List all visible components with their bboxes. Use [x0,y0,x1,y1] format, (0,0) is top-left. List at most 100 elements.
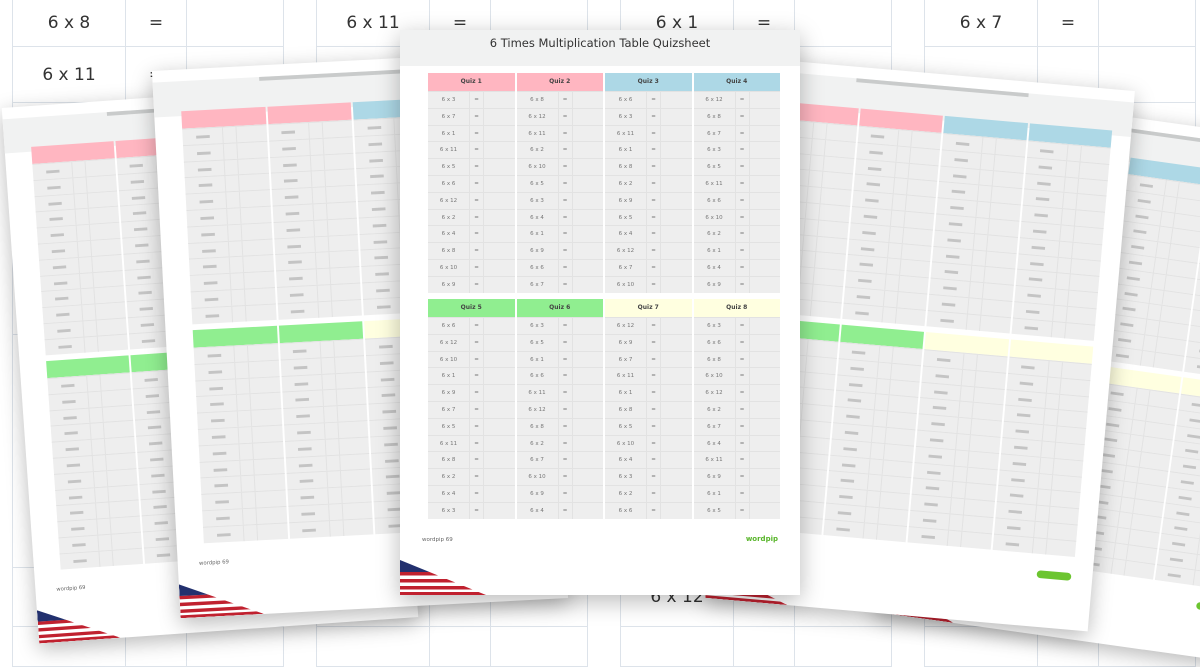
us-flag-icon [37,605,121,644]
equals-placeholder [1055,273,1070,289]
expression-placeholder [184,160,225,177]
equals-placeholder [243,508,257,524]
equals-placeholder [312,187,326,203]
quiz-row: 6 x 4= [428,485,515,502]
equals-placeholder [877,362,892,378]
worksheet-title: 6 Times Multiplication Table Quizsheet [490,36,711,50]
expression: 6 x 12 [694,385,736,401]
equals-sign: = [647,176,661,192]
quiz-row: 6 x 3= [694,141,781,158]
quiz-table [992,339,1093,556]
quiz-row: 6 x 2= [605,485,692,502]
expression: 6 x 12 [517,109,559,125]
equals-placeholder [979,170,994,186]
expression: 6 x 2 [694,226,736,242]
equals-placeholder [1054,290,1069,306]
equals-sign: = [559,436,573,452]
quiz-row: 6 x 4= [517,502,604,519]
background-row [620,627,892,667]
expression: 6 x 11 [12,47,126,102]
expression-placeholder [355,135,396,152]
equals-sign: = [126,0,187,46]
equals-sign: = [559,176,573,192]
equals-placeholder [866,491,881,507]
expression-placeholder [359,216,400,233]
expression: 6 x 4 [428,226,470,242]
equals-sign: = [559,452,573,468]
equals-sign: = [736,469,750,485]
expression: 6 x 3 [605,109,647,125]
expression: 6 x 3 [517,318,559,334]
equals-sign: = [470,126,484,142]
equals-placeholder [1122,481,1137,497]
equals-placeholder [949,514,964,530]
quiz-row: 6 x 4= [694,259,781,276]
expression-placeholder [354,119,395,136]
quiz-row: 6 x 1= [428,125,515,142]
expression: 6 x 6 [694,193,736,209]
expression: 6 x 4 [428,486,470,502]
expression: 6 x 5 [428,159,470,175]
quiz-row: 6 x 10= [694,367,781,384]
equals-sign: = [736,385,750,401]
expression-placeholder [125,284,166,302]
expression-placeholder [192,306,233,323]
equals-placeholder [1193,570,1200,586]
equals-placeholder [316,269,330,285]
equals-placeholder [890,210,905,226]
equals-sign: = [470,385,484,401]
equals-sign: = [559,486,573,502]
expression-placeholder [129,331,170,349]
equals-placeholder [955,450,970,466]
equals-placeholder [810,155,825,171]
expression-placeholder [127,315,168,333]
equals-placeholder [1048,361,1063,377]
expression-placeholder [48,392,89,410]
expression: 6 x 4 [517,210,559,226]
equals-placeholder [235,362,249,378]
quiz-row: 6 x 3= [428,91,515,108]
equals-sign: = [470,436,484,452]
expression-placeholder [285,440,326,457]
expression-placeholder [126,300,167,318]
expression-placeholder [116,156,157,174]
quiz-row: 6 x 9= [694,276,781,293]
expression-placeholder [186,193,227,210]
quiz-row: 6 x 3= [517,192,604,209]
expression: 6 x 6 [428,176,470,192]
quiz-table [278,321,373,538]
expression: 6 x 3 [428,503,470,519]
quiz-row: 6 x 7= [428,108,515,125]
equals-placeholder [799,283,814,299]
footer-label: wordpip 69 [422,537,453,543]
quiz-table [31,141,128,355]
equals-sign: = [470,142,484,158]
equals-placeholder [1163,196,1178,212]
expression-placeholder [37,226,78,244]
equals-placeholder [231,290,245,306]
quiz-row: 6 x 9= [428,276,515,293]
expression-placeholder [195,363,236,380]
quiz-row: 6 x 12= [694,384,781,401]
answer-cell [1099,0,1196,46]
quiz-table [193,326,288,543]
quiz-row: 6 x 12= [694,91,781,108]
equals-placeholder [872,427,887,443]
quiz-row: 6 x 11= [517,125,604,142]
equals-placeholder [802,251,817,267]
equals-sign: = [647,210,661,226]
equals-sign: = [559,318,573,334]
expression: 6 x 11 [428,142,470,158]
equals-placeholder [230,257,244,273]
quiz-row: 6 x 2= [694,401,781,418]
expression: 6 x 8 [517,419,559,435]
equals-sign: = [736,335,750,351]
expression: 6 x 10 [694,368,736,384]
expression-placeholder [60,551,101,569]
expression-placeholder [356,167,397,184]
equals-placeholder [896,146,911,162]
expression: 6 x 11 [694,452,736,468]
expression: 6 x 4 [517,503,559,519]
equals-placeholder [888,243,903,259]
